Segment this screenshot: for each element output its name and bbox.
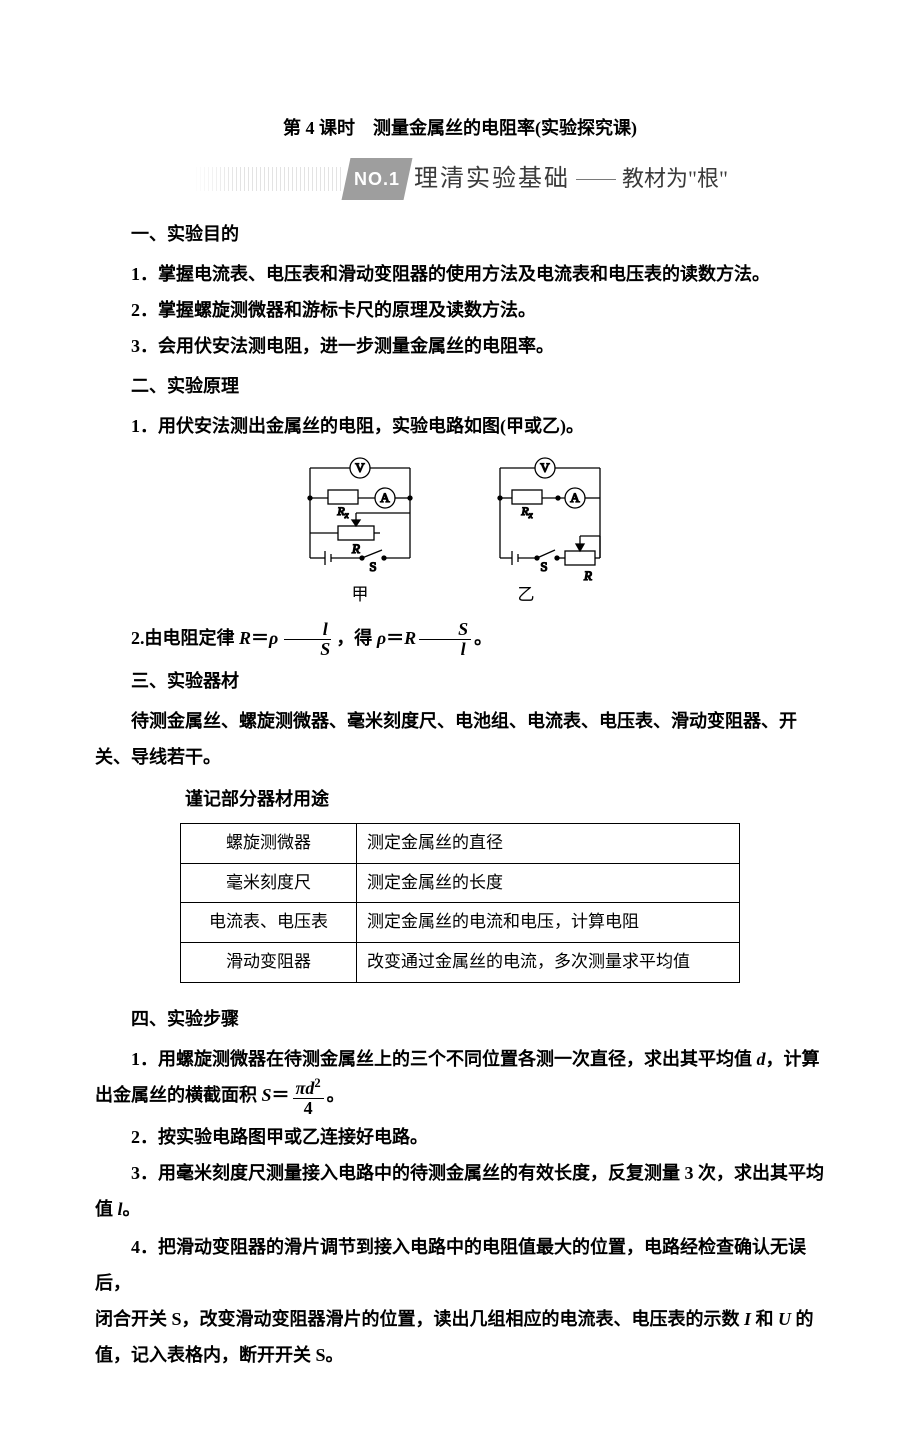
section-3-heading: 三、实验器材 <box>95 663 825 699</box>
tools-table: 螺旋测微器测定金属丝的直径 毫米刻度尺测定金属丝的长度 电流表、电压表测定金属丝… <box>180 823 740 982</box>
section-4-heading: 四、实验步骤 <box>95 1001 825 1037</box>
table-row: 电流表、电压表测定金属丝的电流和电压，计算电阻 <box>181 903 740 943</box>
banner-sub-text: 教材为"根" <box>622 157 728 201</box>
frac-l-over-S: lS <box>281 620 333 659</box>
banner-main-text: 理清实验基础 <box>414 155 570 203</box>
svg-text:甲: 甲 <box>352 585 369 604</box>
step-2: 2．按实验电路图甲或乙连接好电路。 <box>95 1119 825 1155</box>
svg-text:Rx: Rx <box>520 504 532 520</box>
document-page: 第 4 课时 测量金属丝的电阻率(实验探究课) NO.1 理清实验基础 教材为"… <box>0 0 920 1435</box>
sec3-p1: 待测金属丝、螺旋测微器、毫米刻度尺、电池组、电流表、电压表、滑动变阻器、开关、导… <box>95 703 825 775</box>
frac-pid2-over-4: πd24 <box>293 1077 324 1118</box>
frac-S-over-l: Sl <box>419 620 471 659</box>
section-1-heading: 一、实验目的 <box>95 216 825 252</box>
lesson-title: 第 4 课时 测量金属丝的电阻率(实验探究课) <box>95 110 825 146</box>
step-3: 3．用毫米刻度尺测量接入电路中的待测金属丝的有效长度，反复测量 3 次，求出其平… <box>95 1155 825 1227</box>
banner-dash <box>576 179 616 180</box>
table-caption: 谨记部分器材用途 <box>95 781 825 817</box>
step-1: 1．用螺旋测微器在待测金属丝上的三个不同位置各测一次直径，求出其平均值 d，计算… <box>95 1041 825 1118</box>
table-row: 滑动变阻器改变通过金属丝的电流，多次测量求平均值 <box>181 943 740 983</box>
section-banner: NO.1 理清实验基础 教材为"根" <box>95 162 825 196</box>
svg-text:A: A <box>380 490 390 505</box>
svg-text:Rx: Rx <box>336 504 348 520</box>
svg-text:A: A <box>570 490 580 505</box>
table-row: 螺旋测微器测定金属丝的直径 <box>181 824 740 864</box>
svg-text:V: V <box>355 460 365 475</box>
sec2-formula: 2.由电阻定律 R＝ρlS，得 ρ＝RSl。 <box>95 620 825 659</box>
step-4: 4．把滑动变阻器的滑片调节到接入电路中的电阻值最大的位置，电路经检查确认无误后，… <box>95 1229 825 1373</box>
section-2-heading: 二、实验原理 <box>95 368 825 404</box>
sec1-p1: 1．掌握电流表、电压表和滑动变阻器的使用方法及电流表和电压表的读数方法。 <box>95 256 825 292</box>
svg-text:S: S <box>540 559 547 574</box>
sec1-p2: 2．掌握螺旋测微器和游标卡尺的原理及读数方法。 <box>95 292 825 328</box>
banner-tag: NO.1 <box>342 158 413 200</box>
table-row: 毫米刻度尺测定金属丝的长度 <box>181 863 740 903</box>
svg-text:R: R <box>583 568 592 583</box>
sec1-p3: 3．会用伏安法测电阻，进一步测量金属丝的电阻率。 <box>95 328 825 364</box>
banner-pattern <box>192 167 342 191</box>
sec2-p1: 1．用伏安法测出金属丝的电阻，实验电路如图(甲或乙)。 <box>95 408 825 444</box>
circuit-diagrams: V Rx A R <box>95 450 825 610</box>
svg-text:S: S <box>369 559 376 574</box>
svg-text:R: R <box>351 541 360 556</box>
svg-text:V: V <box>540 460 550 475</box>
circuit-svg: V Rx A R <box>280 450 640 610</box>
svg-text:乙: 乙 <box>518 585 535 604</box>
